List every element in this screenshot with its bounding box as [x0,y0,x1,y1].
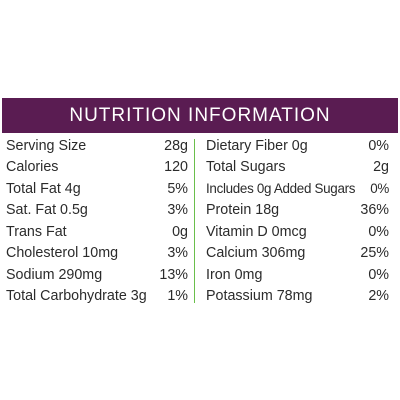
nutrient-label: Sat. Fat 0.5g [6,202,88,219]
nutrient-label: Protein 18g [206,202,280,219]
nutrient-row-potassium: Potassium 78mg 2% [206,286,389,308]
nutrient-row-total-sugars: Total Sugars 2g [206,157,389,179]
nutrient-row-total-carbohydrate: Total Carbohydrate 3g 1% [6,286,188,308]
nutrient-row-cholesterol: Cholesterol 10mg 3% [6,243,188,265]
nutrition-title: NUTRITION INFORMATION [69,105,331,126]
nutrient-label: Potassium 78mg [206,288,313,305]
nutrient-value: 1% [167,288,188,305]
nutrient-row-sat-fat: Sat. Fat 0.5g 3% [6,200,188,222]
nutrient-value: 2g [373,159,389,176]
nutrient-value: 0% [368,137,389,154]
nutrient-row-serving-size: Serving Size 28g [6,135,188,157]
nutrient-value: 0% [368,266,389,283]
nutrient-value: 25% [360,245,389,262]
nutrient-value: 3% [167,245,188,262]
nutrient-label: Vitamin D 0mcg [206,223,307,240]
nutrient-label: Total Carbohydrate 3g [6,288,147,305]
nutrient-row-vitamin-d: Vitamin D 0mcg 0% [206,221,389,243]
nutrient-value: 0g [172,223,188,240]
nutrient-row-protein: Protein 18g 36% [206,200,389,222]
nutrient-row-total-fat: Total Fat 4g 5% [6,178,188,200]
nutrient-value: 5% [167,180,188,197]
nutrient-value: 28g [164,137,188,154]
nutrient-label: Cholesterol 10mg [6,245,119,262]
nutrient-row-iron: Iron 0mg 0% [206,264,389,286]
nutrient-row-calories: Calories 120 [6,157,188,179]
nutrition-header: NUTRITION INFORMATION [2,98,398,133]
nutrient-label: Serving Size [6,137,87,154]
nutrient-value: 36% [360,202,389,219]
nutrient-label: Total Fat 4g [6,180,81,197]
nutrient-label: Total Sugars [206,159,286,176]
nutrient-label: Calories [6,159,59,176]
nutrient-label: Trans Fat [6,223,67,240]
nutrient-label: Sodium 290mg [6,266,103,283]
nutrient-row-sodium: Sodium 290mg 13% [6,264,188,286]
nutrient-label: Iron 0mg [206,266,263,283]
nutrient-value: 0% [368,223,389,240]
nutrient-row-calcium: Calcium 306mg 25% [206,243,389,265]
nutrient-row-dietary-fiber: Dietary Fiber 0g 0% [206,135,389,157]
nutrition-panel: NUTRITION INFORMATION Serving Size 28g C… [2,98,398,305]
right-nutrient-column: Dietary Fiber 0g 0% Total Sugars 2g Incl… [206,135,389,307]
nutrient-value: 0% [370,181,389,197]
nutrient-label: Includes 0g Added Sugars [206,181,356,197]
nutrient-row-trans-fat: Trans Fat 0g [6,221,188,243]
nutrient-label: Calcium 306mg [206,245,306,262]
nutrient-value: 13% [159,266,188,283]
nutrient-value: 120 [164,159,188,176]
nutrient-value: 2% [368,288,389,305]
nutrient-label: Dietary Fiber 0g [206,137,308,154]
nutrient-value: 3% [167,202,188,219]
left-nutrient-column: Serving Size 28g Calories 120 Total Fat … [6,135,188,307]
column-divider [194,139,195,303]
nutrient-row-added-sugars: Includes 0g Added Sugars 0% [206,178,389,200]
